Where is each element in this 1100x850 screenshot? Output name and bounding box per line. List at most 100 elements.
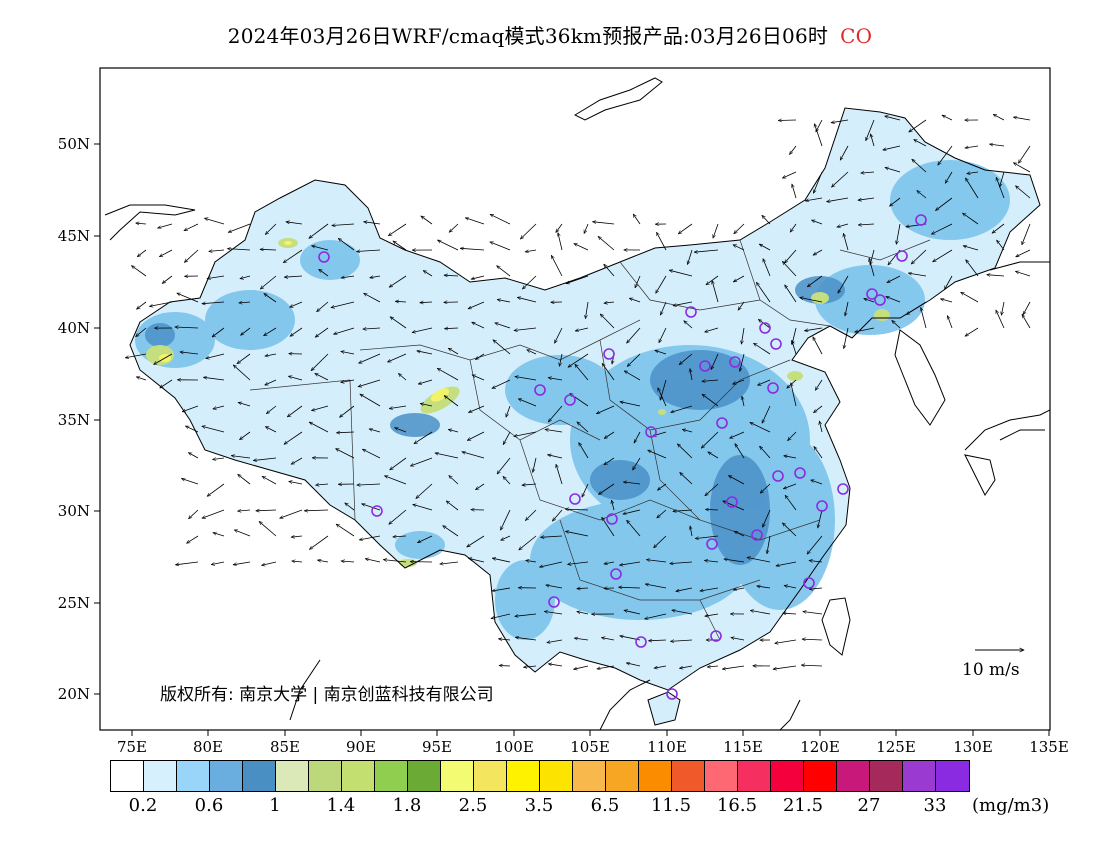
wind-arrow bbox=[815, 379, 823, 390]
wind-arrow bbox=[673, 301, 693, 306]
wind-arrow bbox=[702, 380, 719, 381]
wind-arrow bbox=[600, 314, 615, 329]
wind-arrow bbox=[579, 443, 589, 459]
wind-arrow bbox=[633, 214, 641, 225]
lon-label: 85E bbox=[270, 738, 300, 756]
station-marker bbox=[564, 394, 576, 406]
wind-arrow bbox=[359, 535, 381, 540]
wind-arrow bbox=[472, 374, 485, 381]
wind-arrow bbox=[312, 246, 329, 251]
colorbar-label: 3.5 bbox=[524, 795, 554, 816]
wind-arrow bbox=[265, 223, 277, 235]
wind-arrow bbox=[855, 327, 875, 332]
wind-arrow bbox=[525, 509, 537, 521]
wind-arrow bbox=[624, 371, 641, 381]
wind-arrow bbox=[213, 458, 225, 460]
wind-arrow bbox=[492, 558, 511, 563]
colorbar-label: 2.5 bbox=[458, 795, 488, 816]
wind-arrow bbox=[845, 301, 849, 316]
wind-arrow bbox=[996, 177, 1005, 199]
wind-arrow bbox=[547, 639, 563, 643]
wind-arrow bbox=[963, 246, 979, 251]
colorbar-label: 1.8 bbox=[392, 795, 422, 816]
wind-arrow bbox=[885, 168, 901, 173]
wind-arrow bbox=[525, 250, 537, 252]
wind-arrow bbox=[533, 457, 537, 472]
wind-arrow bbox=[760, 446, 771, 459]
wind-arrow bbox=[526, 560, 537, 562]
wind-arrow bbox=[548, 455, 563, 459]
wind-arrow bbox=[813, 249, 823, 256]
wind-arrow bbox=[318, 560, 329, 562]
wind-arrow bbox=[864, 299, 875, 303]
colorbar-unit: (mg/m3) bbox=[972, 795, 1050, 816]
map-frame bbox=[99, 67, 1051, 731]
wind-arrow bbox=[866, 119, 875, 141]
wind-arrow bbox=[332, 224, 355, 226]
hainan-outline bbox=[647, 691, 681, 726]
wind-arrow bbox=[260, 275, 277, 289]
station-marker bbox=[770, 338, 782, 350]
wind-arrow bbox=[545, 429, 563, 433]
station-marker bbox=[874, 294, 886, 306]
wind-arrow bbox=[788, 431, 797, 441]
wind-arrow bbox=[393, 241, 407, 251]
wind-arrow bbox=[750, 610, 771, 615]
wind-arrow bbox=[131, 266, 147, 277]
wind-arrow bbox=[734, 530, 745, 537]
wind-arrow bbox=[1000, 171, 1005, 187]
lon-ticks bbox=[131, 730, 1050, 736]
wind-arrow bbox=[385, 476, 407, 485]
wind-arrow bbox=[211, 561, 225, 565]
wind-arrow bbox=[309, 223, 329, 238]
wind-arrow bbox=[336, 524, 355, 537]
colorbar-swatch bbox=[210, 761, 243, 791]
pollutant-label: CO bbox=[840, 24, 873, 48]
wind-arrow bbox=[633, 431, 641, 443]
station-marker bbox=[548, 596, 560, 608]
wind-arrow bbox=[495, 323, 511, 329]
station-marker bbox=[706, 538, 718, 550]
wind-arrow bbox=[807, 535, 823, 554]
wind-arrow bbox=[265, 379, 277, 386]
colorbar-label: 33 bbox=[923, 795, 947, 816]
wind-arrow bbox=[417, 351, 433, 355]
wind-arrow bbox=[449, 476, 459, 485]
wind-arrow bbox=[398, 374, 407, 381]
wind-arrow bbox=[188, 452, 199, 459]
wind-arrow bbox=[290, 301, 303, 308]
wind-arrow bbox=[515, 377, 537, 381]
wind-arrow bbox=[684, 321, 693, 329]
wind-arrow bbox=[205, 218, 225, 225]
wind-arrow bbox=[414, 431, 433, 444]
wind-arrow bbox=[886, 297, 901, 303]
wind-arrow bbox=[501, 535, 511, 541]
wind-arrow bbox=[341, 275, 355, 278]
station-marker bbox=[896, 250, 908, 262]
wind-arrow bbox=[827, 197, 849, 202]
wind-arrow bbox=[207, 483, 225, 496]
wind-arrow bbox=[444, 275, 459, 276]
wind-scale-label: 10 m/s bbox=[962, 660, 1020, 680]
wind-arrow bbox=[892, 320, 901, 329]
wind-arrow bbox=[546, 585, 563, 589]
wind-arrow bbox=[669, 270, 693, 277]
concentration-hotspots bbox=[146, 238, 890, 567]
wind-arrow bbox=[559, 353, 563, 366]
colorbar-swatch bbox=[474, 761, 507, 791]
wind-arrow bbox=[359, 353, 381, 364]
wind-arrow bbox=[657, 388, 667, 407]
wind-arrow bbox=[670, 562, 693, 564]
station-marker bbox=[610, 568, 622, 580]
wind-arrow bbox=[814, 447, 823, 459]
colorbar-swatch bbox=[705, 761, 738, 791]
colorbar-swatch bbox=[903, 761, 936, 791]
lon-label: 125E bbox=[876, 738, 916, 756]
wind-arrow bbox=[738, 301, 745, 310]
station-marker bbox=[816, 500, 828, 512]
wind-arrow bbox=[370, 276, 381, 278]
wind-arrow bbox=[340, 405, 355, 417]
colorbar-label: 6.5 bbox=[590, 795, 620, 816]
hainan-area bbox=[648, 692, 680, 725]
wind-arrow bbox=[395, 301, 407, 302]
